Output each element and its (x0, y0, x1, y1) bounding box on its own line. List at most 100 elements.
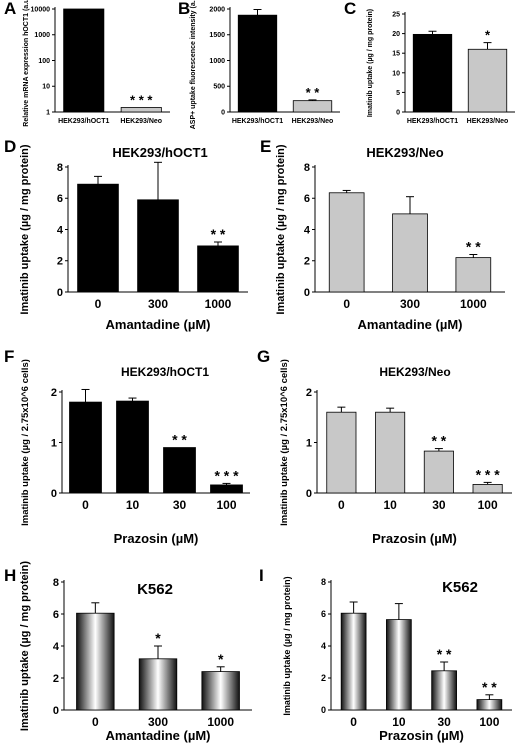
bar (120, 107, 162, 113)
x-tick-label: 30 (173, 498, 187, 512)
panel-letter: A (4, 0, 16, 18)
y-axis-label: Imatinib uptake (µg / 2.75x10^6 cells) (279, 359, 290, 526)
y-axis-label: Imatinib uptake (µg / mg protein) (282, 576, 292, 715)
bar (476, 699, 503, 711)
bar (77, 183, 119, 293)
x-tick-label: 100 (479, 715, 499, 729)
y-tick-label: 6 (321, 609, 326, 619)
x-tick-label: 300 (400, 297, 420, 311)
y-tick-label: 8 (53, 577, 59, 589)
significance-marker: * * (431, 433, 446, 449)
y-tick-label: 2 (306, 387, 312, 399)
x-tick-label: 100 (216, 498, 236, 512)
y-tick-label: 1 (306, 437, 312, 449)
x-tick-label: 0 (350, 715, 357, 729)
y-axis-label: Relative mRNA expression hOCT1 (a.u.) (23, 0, 30, 127)
significance-marker: * * (466, 239, 481, 255)
y-tick-label: 6 (304, 193, 310, 205)
x-tick-label: 100 (478, 498, 498, 512)
y-tick-label: 10000 (31, 6, 51, 13)
y-tick-label: 6 (53, 609, 59, 621)
y-tick-label: 100 (38, 58, 50, 65)
chart-title: K562 (442, 579, 478, 596)
y-tick-label: 500 (213, 84, 225, 91)
panel-a: A Relative mRNA expression hOCT1 (a.u.) 1 1… (4, 0, 170, 127)
chart-title: K562 (137, 581, 173, 598)
chart-title: HEK293/Neo (379, 365, 450, 379)
x-tick-label: 0 (343, 297, 350, 311)
x-axis-label: Amantadine (µM) (106, 317, 211, 332)
panel-e: E HEK293/Neo Imatinib uptake (µg / mg prot… (260, 137, 505, 332)
x-tick-label: HEK293/Neo (292, 118, 334, 125)
bar (326, 411, 357, 494)
x-tick-label: 10 (126, 498, 140, 512)
y-tick-label: 2 (57, 256, 63, 268)
y-tick-label: 0 (321, 705, 326, 715)
bar (63, 8, 105, 113)
x-tick-label: HEK293/Neo (120, 118, 162, 125)
x-axis-label: Amantadine (µM) (358, 317, 463, 332)
y-tick-label: 1 (46, 109, 50, 116)
y-tick-label: 10 (392, 70, 400, 77)
y-tick-label: 1000 (209, 58, 225, 65)
significance-marker: * * * (476, 466, 501, 482)
chart-title: HEK293/Neo (366, 145, 443, 160)
y-tick-label: 8 (321, 577, 326, 587)
y-tick-label: 15 (392, 51, 400, 58)
y-tick-label: 2 (321, 673, 326, 683)
x-tick-label: 30 (437, 715, 451, 729)
y-tick-label: 0 (306, 488, 312, 500)
panel-i: I K562 Imatinib uptake (µg / mg protein) 0 2… (259, 566, 512, 743)
x-tick-label: 0 (92, 715, 99, 729)
x-tick-label: 0 (95, 297, 102, 311)
x-axis-label: Prazosin (µM) (372, 531, 457, 546)
bar (423, 450, 454, 494)
bar (392, 213, 428, 293)
bar (76, 612, 115, 711)
x-axis-label: Amantadine (µM) (106, 728, 211, 743)
y-axis-label: Imatinib uptake (µg / mg protein) (367, 9, 374, 117)
bar (116, 400, 149, 494)
y-tick-label: 25 (392, 11, 400, 18)
y-tick-label: 1500 (209, 32, 225, 39)
panel-letter: D (4, 137, 16, 156)
bar (431, 670, 457, 711)
y-tick-label: 2 (53, 673, 59, 685)
panel-letter: H (4, 566, 16, 585)
y-axis-label: ASP+ uptake fluorescence intensity (a.u.… (190, 0, 197, 129)
y-tick-label: 5 (396, 90, 400, 97)
y-axis-label: Imatinib uptake (µg / 2.75x10^6 cells) (20, 359, 31, 526)
y-tick-label: 4 (57, 224, 64, 236)
bar (467, 48, 508, 113)
significance-marker: * * (482, 679, 497, 695)
x-tick-label: HEK293/hOCT1 (232, 118, 283, 125)
significance-marker: * * (306, 85, 321, 100)
x-tick-label: HEK293/hOCT1 (58, 118, 109, 125)
significance-marker: * (218, 651, 224, 667)
significance-marker: * (485, 28, 491, 43)
bar (328, 192, 365, 293)
panel-g: G HEK293/Neo Imatinib uptake (µg / 2.75x10… (257, 347, 512, 546)
panel-f: F HEK293/hOCT1 Imatinib uptake (µg / 2.75x… (4, 347, 250, 546)
y-tick-label: 4 (304, 224, 311, 236)
x-tick-label: 300 (148, 297, 168, 311)
significance-marker: * * * (130, 92, 153, 107)
panel-letter: G (257, 347, 270, 366)
y-tick-label: 2 (51, 387, 57, 399)
bar (210, 484, 243, 494)
x-tick-label: HEK293/Neo (467, 118, 509, 125)
y-tick-label: 0 (221, 109, 225, 116)
bar (163, 447, 196, 494)
y-tick-label: 0 (51, 488, 57, 500)
y-tick-label: 0 (396, 109, 400, 116)
y-tick-label: 8 (304, 162, 310, 174)
bar (197, 245, 239, 293)
x-tick-label: 1000 (207, 715, 234, 729)
x-tick-label: 0 (82, 498, 89, 512)
y-axis-label: Imatinib uptake (µg / mg protein) (19, 144, 31, 314)
y-tick-label: 6 (57, 193, 63, 205)
bar (472, 484, 503, 494)
x-tick-label: 30 (432, 498, 446, 512)
significance-marker: * * (172, 432, 187, 448)
